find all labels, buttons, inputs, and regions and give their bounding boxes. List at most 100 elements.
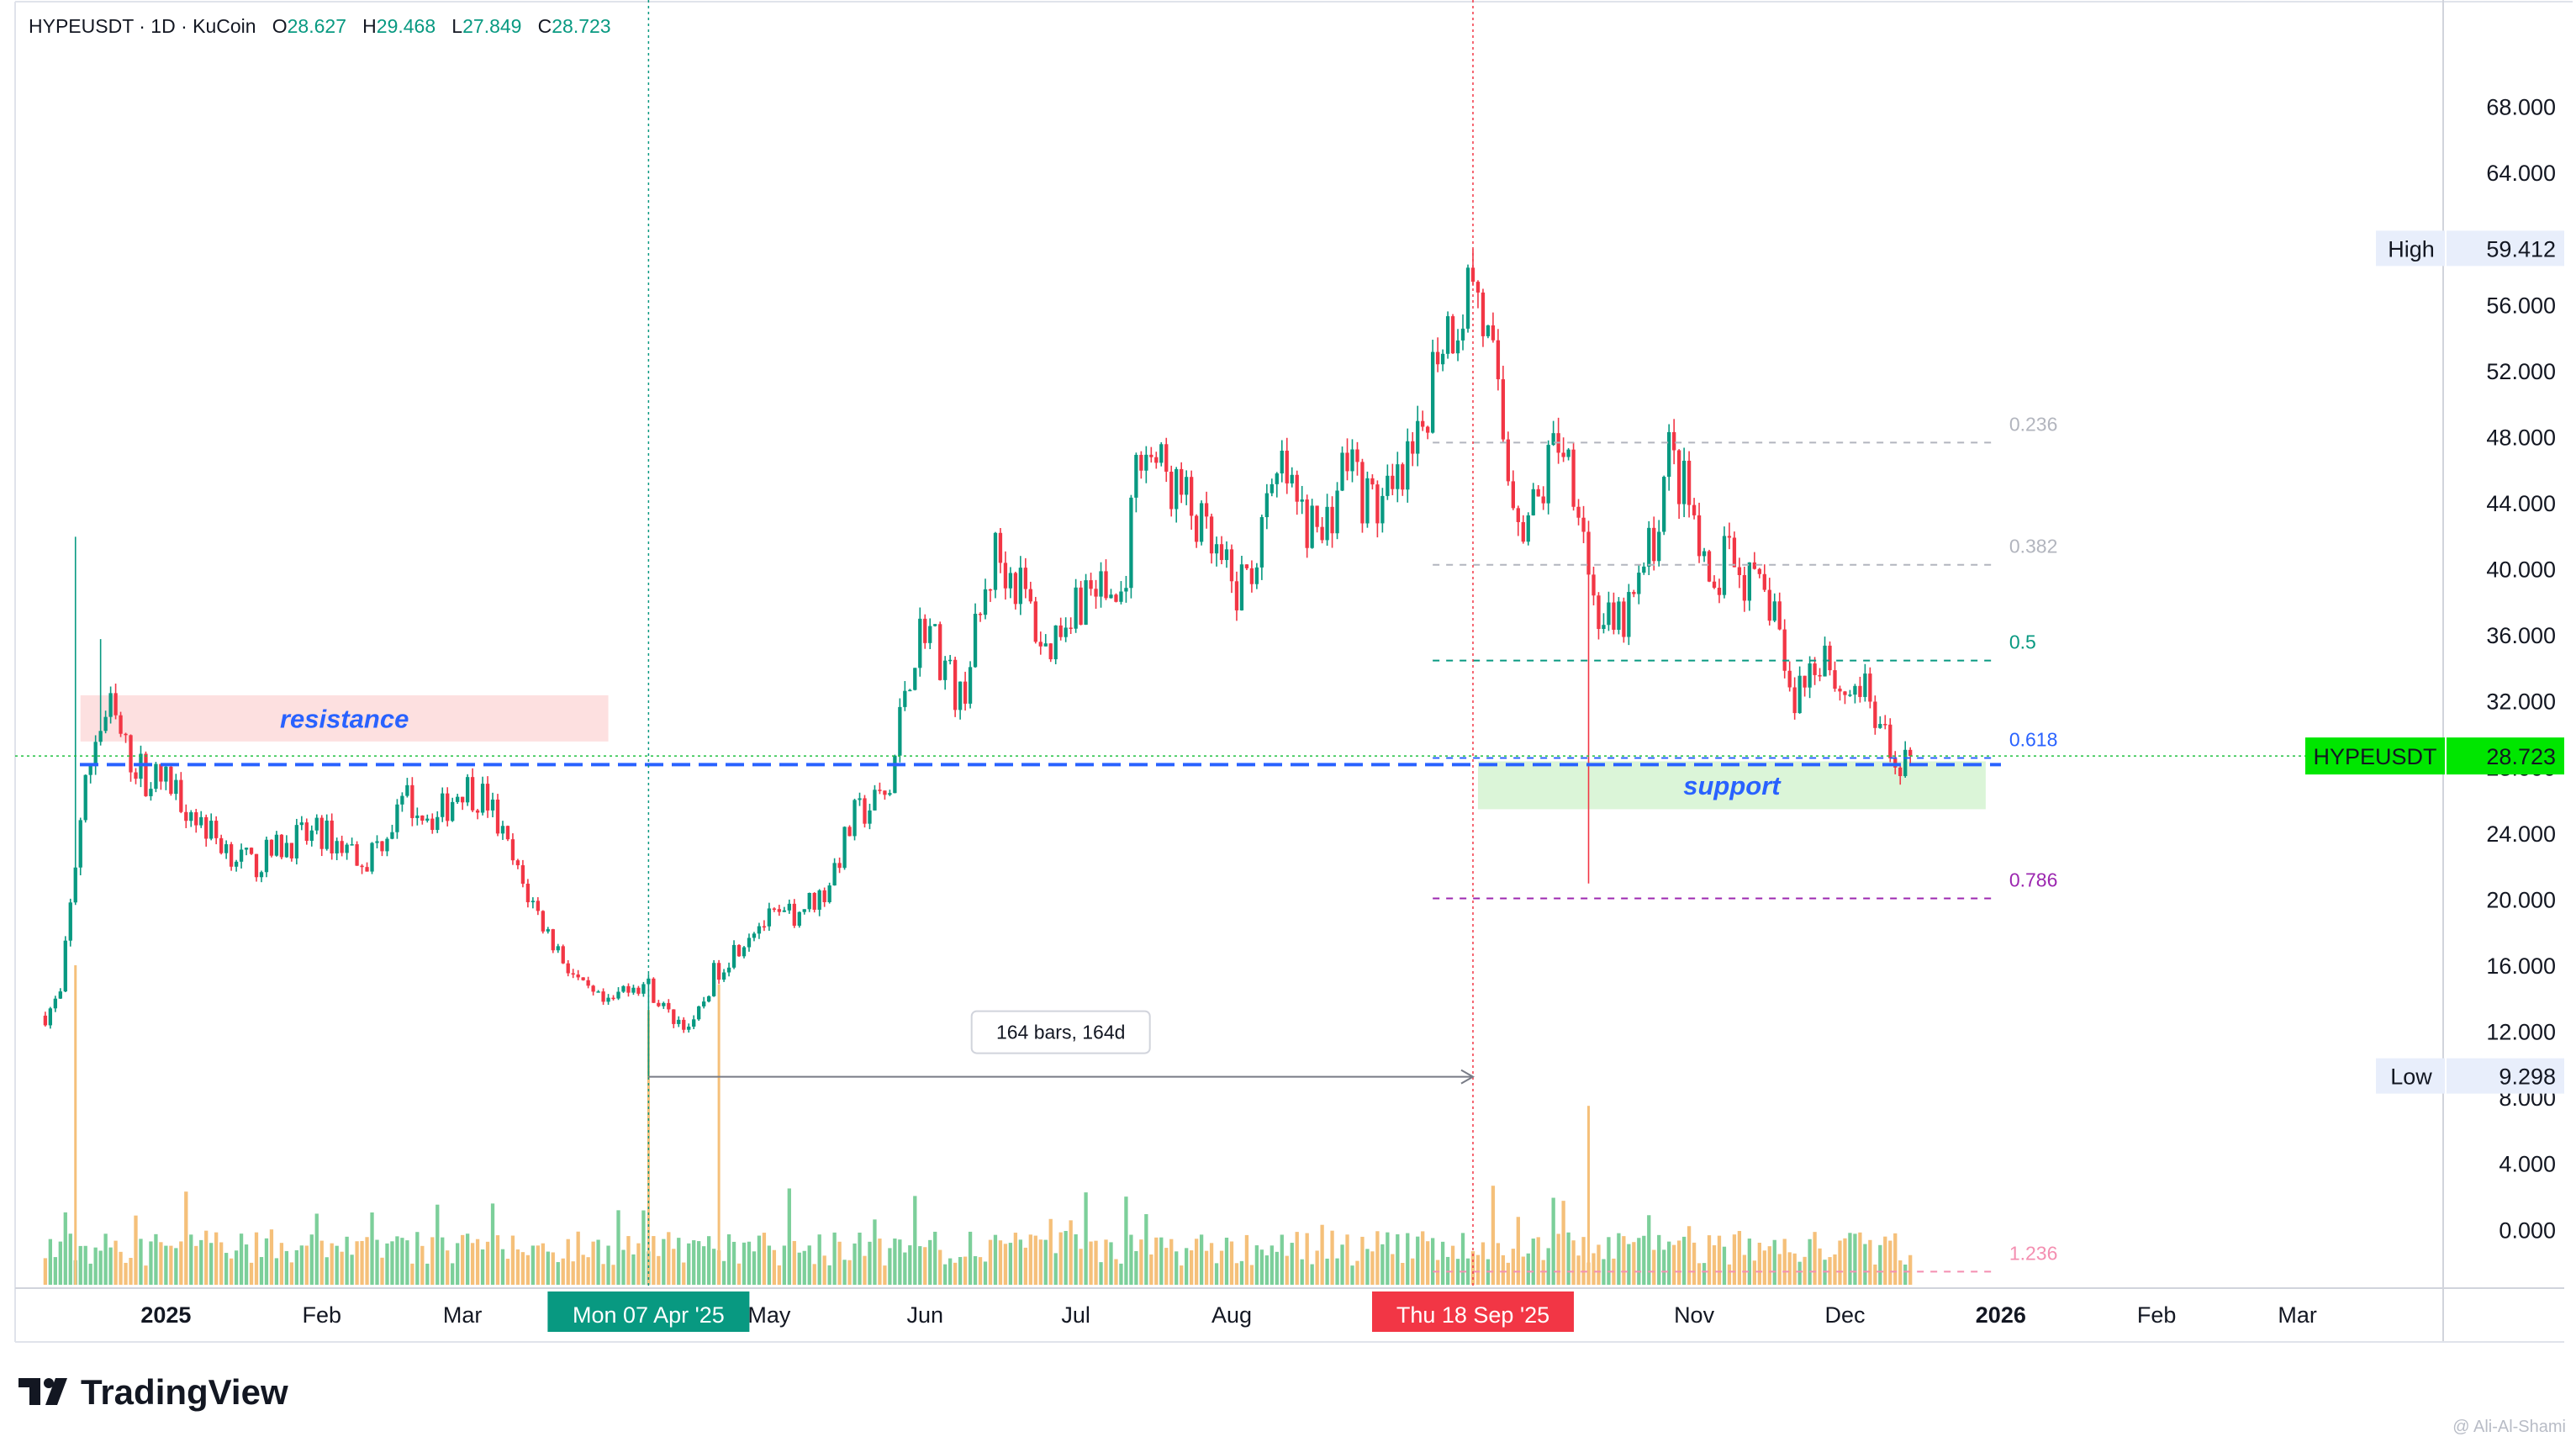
candle-body — [1516, 508, 1520, 522]
volume-bar — [993, 1234, 998, 1285]
candle-body — [390, 832, 394, 839]
candle-body — [752, 933, 757, 938]
candle-body — [189, 812, 193, 821]
candle-body — [274, 834, 279, 856]
volume-bar — [556, 1262, 560, 1285]
candle-body — [1455, 340, 1460, 354]
candle-body — [1612, 602, 1616, 631]
candle-body — [1320, 526, 1324, 541]
last-price-tag[interactable] — [2447, 737, 2564, 775]
volume-bar — [1204, 1250, 1209, 1285]
last-symbol-tag[interactable] — [2305, 737, 2445, 775]
volume-bar — [385, 1243, 389, 1285]
volume-bar — [63, 1212, 67, 1285]
volume-bar — [1813, 1232, 1817, 1285]
time-tick-label: May — [747, 1302, 791, 1328]
last-price-label: 28.723 — [2486, 744, 2556, 769]
volume-bar — [254, 1232, 259, 1285]
volume-bar — [314, 1213, 319, 1285]
candle-body — [405, 784, 409, 796]
candle-body — [1526, 515, 1530, 542]
volume-bar — [1903, 1264, 1908, 1285]
volume-bar — [1742, 1254, 1747, 1285]
volume-bar — [1868, 1239, 1872, 1285]
volume-bar — [88, 1263, 92, 1285]
candle-body — [1064, 627, 1068, 637]
candle-body — [1426, 426, 1430, 433]
candle-body — [1340, 452, 1344, 491]
volume-bar — [581, 1254, 585, 1285]
candle-body — [269, 839, 274, 856]
candle-body — [606, 997, 610, 1002]
candle-body — [1833, 670, 1837, 689]
candle-body — [1470, 267, 1475, 283]
volume-bar — [1270, 1245, 1274, 1285]
volume-bar — [1470, 1251, 1475, 1285]
volume-bar — [304, 1245, 309, 1285]
volume-bar — [958, 1256, 963, 1285]
volume-bar — [289, 1262, 294, 1285]
volume-bar — [224, 1253, 229, 1285]
candle-body — [1722, 536, 1727, 595]
candle-body — [1782, 629, 1787, 671]
candle-body — [294, 825, 298, 858]
volume-bar — [1058, 1232, 1063, 1285]
volume-bar — [1556, 1233, 1560, 1285]
volume-bar — [883, 1265, 887, 1285]
candle-body — [505, 826, 510, 840]
volume-bar — [1460, 1233, 1465, 1285]
interval[interactable]: 1D — [150, 15, 176, 37]
candle-body — [299, 822, 304, 826]
volume-bar — [169, 1245, 173, 1285]
candle-body — [561, 946, 565, 964]
tradingview-logo[interactable]: TradingView — [18, 1372, 288, 1415]
volume-bar — [1355, 1260, 1359, 1285]
volume-bar — [1239, 1260, 1244, 1285]
candle-body — [731, 944, 736, 968]
volume-bar — [1315, 1250, 1319, 1285]
volume-bar — [1099, 1262, 1103, 1285]
zone-resistance[interactable] — [80, 695, 609, 742]
volume-bar — [1190, 1250, 1194, 1285]
candle-body — [1672, 431, 1676, 451]
volume-bar — [878, 1239, 882, 1285]
candle-body — [918, 618, 922, 668]
candle-body — [365, 867, 369, 872]
volume-bar — [1908, 1254, 1913, 1285]
volume-bar — [1144, 1214, 1148, 1285]
candle-body — [762, 926, 767, 928]
ohlc-high: 29.468 — [376, 15, 436, 37]
volume-bar — [1546, 1248, 1550, 1285]
volume-bar — [505, 1259, 510, 1285]
volume-bar — [1727, 1264, 1732, 1285]
candle-body — [264, 839, 269, 873]
volume-bar — [1672, 1244, 1676, 1285]
volume-bar — [189, 1234, 193, 1285]
volume-bar — [903, 1252, 907, 1285]
candle-body — [456, 796, 460, 802]
candle-body — [1732, 537, 1737, 568]
volume-bar — [1838, 1240, 1842, 1285]
symbol-name[interactable]: HYPEUSDT — [29, 15, 134, 37]
volume-bar — [174, 1248, 178, 1285]
candle-body — [1275, 473, 1279, 484]
volume-bar — [1028, 1234, 1032, 1285]
candle-body — [485, 784, 490, 811]
candle-body — [1676, 450, 1681, 504]
candle-body — [1898, 767, 1903, 777]
candle-body — [531, 901, 536, 903]
volume-bar — [1164, 1248, 1169, 1285]
volume-bar — [988, 1239, 993, 1285]
candle-body — [938, 624, 942, 680]
volume-bar — [1043, 1239, 1048, 1285]
volume-bar — [1828, 1257, 1832, 1285]
candle-body — [1797, 675, 1802, 714]
volume-bar — [1129, 1234, 1133, 1285]
candle-body — [1445, 316, 1450, 354]
candle-body — [480, 784, 485, 813]
candle-body — [279, 834, 284, 858]
volume-bar — [451, 1263, 455, 1285]
candle-body — [1511, 481, 1515, 509]
candle-body — [1144, 454, 1148, 471]
